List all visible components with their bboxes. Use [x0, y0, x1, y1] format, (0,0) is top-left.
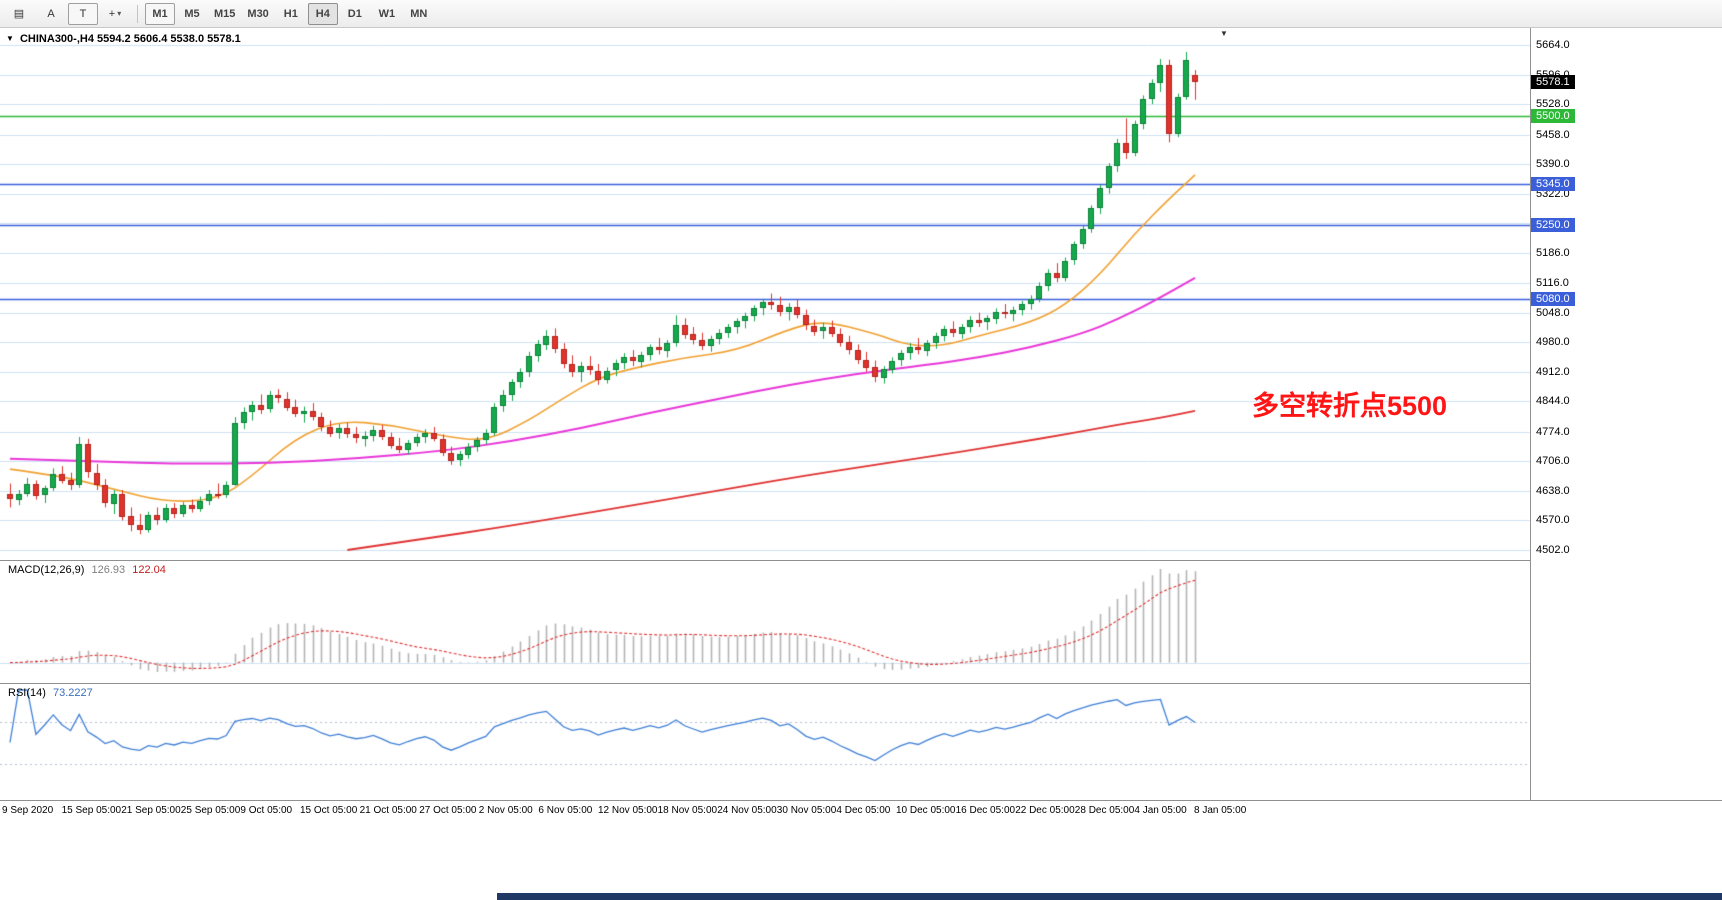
time-tick-label: 30 Nov 05:00	[776, 805, 837, 816]
level-price-tag: 5345.0	[1531, 176, 1575, 191]
rsi-canvas[interactable]	[0, 684, 1530, 801]
time-tick-label: 2 Nov 05:00	[478, 805, 533, 816]
price-axis-separator	[1530, 28, 1531, 800]
price-tick-label: 4638.0	[1536, 484, 1570, 497]
timeframe-d1-button[interactable]: D1	[347, 7, 362, 20]
symbol-period-label: CHINA300-,H4	[19, 33, 94, 45]
price-chart-canvas[interactable]	[0, 28, 1530, 560]
timeframe-m1-button[interactable]: M1	[145, 2, 175, 25]
time-tick-label: 21 Sep 05:00	[121, 805, 181, 816]
time-axis[interactable]: 9 Sep 2020 15 Sep 05:00 21 Sep 05:00 25 Sep…	[0, 800, 1722, 821]
time-tick-label: 8 Jan 05:00	[1194, 805, 1247, 816]
toolbar: ▤ A T + ▾ M1 M5 M15 M30 H1 H4 D1 W1 MN	[0, 0, 1722, 28]
timeframe-m15-button[interactable]: M15	[214, 7, 236, 20]
time-tick-label: 21 Oct 05:00	[359, 805, 417, 816]
price-tick-label: 4774.0	[1536, 425, 1570, 438]
rsi-label: RSI(14) 73.2227	[8, 687, 93, 699]
symbol-dropdown-icon[interactable]: ▼	[6, 34, 14, 43]
price-tick-label: 5390.0	[1536, 158, 1570, 171]
rsi-name: RSI(14)	[8, 687, 46, 699]
chart-shift-marker-icon[interactable]: ▼	[1220, 29, 1228, 38]
macd-name: MACD(12,26,9)	[8, 564, 85, 576]
cursor-tool-button[interactable]: A	[47, 7, 55, 20]
text-tool-button[interactable]: T	[68, 2, 98, 25]
timeframe-h4-button[interactable]: H4	[307, 2, 338, 25]
time-tick-label: 10 Dec 05:00	[896, 805, 956, 816]
price-tick-label: 4706.0	[1536, 455, 1570, 468]
macd-signal-value: 122.04	[132, 564, 166, 576]
current-price-tag: 5578.1	[1531, 75, 1575, 90]
time-tick-label: 9 Oct 05:00	[240, 805, 293, 816]
chart-annotation-text: 多空转折点5500	[1252, 391, 1448, 421]
price-chart-panel: ▼ CHINA300-,H4 5594.2 5606.4 5538.0 5578…	[0, 28, 1722, 560]
macd-panel: MACD(12,26,9) 126.93 122.04 135.38 0.00 …	[0, 560, 1722, 684]
chart-title: ▼ CHINA300-,H4 5594.2 5606.4 5538.0 5578…	[6, 33, 241, 45]
time-tick-label: 28 Dec 05:00	[1074, 805, 1135, 816]
chevron-down-icon: ▾	[117, 9, 122, 18]
timeframe-h1-button[interactable]: H1	[283, 7, 298, 20]
price-tick-label: 5116.0	[1536, 277, 1569, 290]
level-price-tag: 5250.0	[1531, 217, 1575, 232]
toolbar-separator	[137, 4, 138, 23]
timeframe-m5-button[interactable]: M5	[184, 7, 200, 20]
price-tick-label: 5186.0	[1536, 246, 1570, 259]
price-tick-label: 4570.0	[1536, 514, 1570, 527]
rsi-panel: RSI(14) 73.2227 100 70 30	[0, 683, 1722, 801]
taskbar-strip	[497, 893, 1722, 900]
time-tick-label: 6 Nov 05:00	[538, 805, 593, 816]
crosshair-icon: +	[108, 7, 116, 20]
price-tick-label: 5528.0	[1536, 98, 1570, 111]
price-tick-label: 4912.0	[1536, 365, 1570, 378]
macd-label: MACD(12,26,9) 126.93 122.04	[8, 564, 166, 576]
time-tick-label: 16 Dec 05:00	[955, 805, 1016, 816]
price-tick-label: 5048.0	[1536, 306, 1570, 319]
price-tick-label: 5458.0	[1536, 128, 1570, 141]
macd-main-value: 126.93	[91, 564, 126, 576]
timeframe-w1-button[interactable]: W1	[378, 7, 396, 20]
price-tick-label: 4502.0	[1536, 544, 1570, 556]
time-tick-label: 27 Oct 05:00	[419, 805, 477, 816]
crosshair-tool-button[interactable]: + ▾	[100, 3, 130, 25]
macd-canvas[interactable]	[0, 561, 1530, 684]
price-axis-strip[interactable]	[1531, 28, 1722, 800]
time-tick-label: 4 Jan 05:00	[1134, 805, 1187, 816]
time-tick-label: 25 Sep 05:00	[180, 805, 241, 816]
rsi-value: 73.2227	[52, 687, 93, 699]
price-tick-label: 4844.0	[1536, 395, 1570, 408]
timeframe-mn-button[interactable]: MN	[410, 7, 428, 20]
time-tick-label: 24 Nov 05:00	[717, 805, 777, 816]
price-tick-label: 5664.0	[1536, 39, 1570, 51]
ohlc-label: 5594.2 5606.4 5538.0 5578.1	[97, 33, 241, 45]
level-price-tag: 5500.0	[1531, 109, 1575, 124]
time-tick-label: 4 Dec 05:00	[836, 805, 891, 816]
price-tick-label: 5322.0	[1536, 187, 1570, 200]
timeframe-m30-button[interactable]: M30	[247, 7, 269, 20]
chart-grid-icon[interactable]: ▤	[13, 8, 25, 20]
time-tick-label: 9 Sep 2020	[2, 805, 54, 816]
price-tick-label: 4980.0	[1536, 336, 1570, 349]
time-tick-label: 12 Nov 05:00	[598, 805, 658, 816]
level-price-tag: 5080.0	[1531, 291, 1575, 306]
time-tick-label: 15 Sep 05:00	[61, 805, 122, 816]
time-tick-label: 15 Oct 05:00	[300, 805, 358, 816]
time-tick-label: 22 Dec 05:00	[1015, 805, 1075, 816]
time-tick-label: 18 Nov 05:00	[657, 805, 718, 816]
